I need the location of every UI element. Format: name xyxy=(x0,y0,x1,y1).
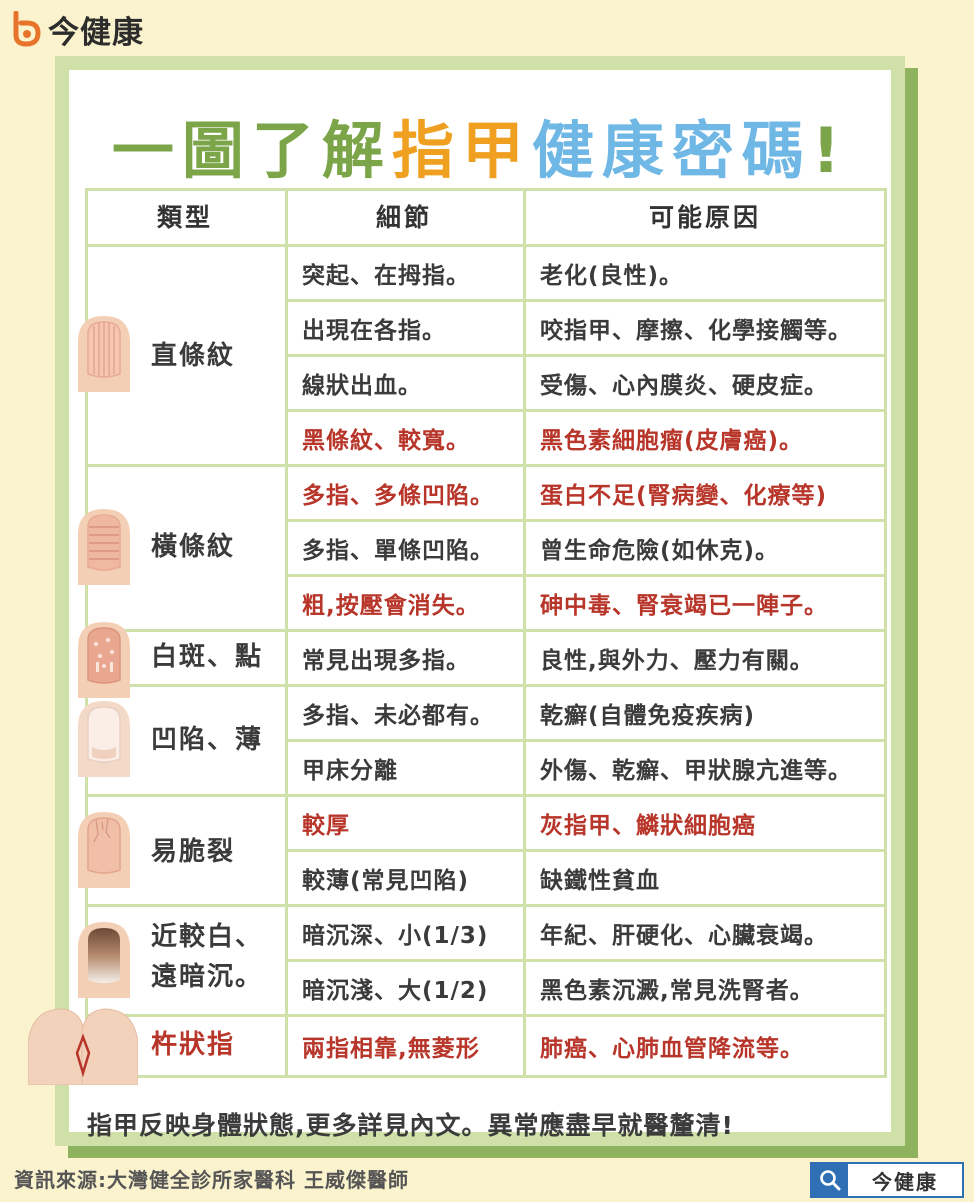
cause-cell: 缺鐵性貧血 xyxy=(540,868,660,894)
brand-b-icon xyxy=(10,10,44,47)
search-icon[interactable] xyxy=(812,1163,848,1197)
brittle-nail-icon xyxy=(78,812,130,888)
search-box[interactable]: 今健康 xyxy=(810,1162,964,1198)
cause-cell: 肺癌、心肺血管降流等。 xyxy=(540,1036,804,1062)
type-horizontal-ridges: 橫條紋 xyxy=(151,532,236,562)
title-part-2: 指甲 xyxy=(391,114,532,187)
type-pitted-thin: 凹陷、薄 xyxy=(151,725,264,755)
detail-cell: 常見出現多指。 xyxy=(302,648,470,674)
detail-cell: 較薄(常見凹陷) xyxy=(302,868,470,894)
page-title: 一圖了解指甲健康密碼! xyxy=(69,100,891,190)
detail-cell: 暗沉淺、大(1/2) xyxy=(302,978,489,1004)
brand-name: 今健康 xyxy=(48,14,144,51)
title-part-1: 一圖了解 xyxy=(111,114,392,187)
header-cause: 可能原因 xyxy=(648,203,761,232)
cause-cell: 受傷、心內膜炎、硬皮症。 xyxy=(540,373,828,399)
detail-cell: 多指、單條凹陷。 xyxy=(302,538,494,564)
infographic-card: 一圖了解指甲健康密碼! 類型 細節 可能原因 突起、在拇指。 老化(良性)。 xyxy=(55,56,905,1146)
detail-cell: 甲床分離 xyxy=(302,758,398,784)
cause-cell: 蛋白不足(腎病變、化療等) xyxy=(540,483,828,509)
vertical-ridges-nail-icon xyxy=(78,316,130,392)
detail-cell: 多指、未必都有。 xyxy=(302,703,494,729)
cause-cell: 灰指甲、鱗狀細胞癌 xyxy=(540,813,756,839)
type-brittle: 易脆裂 xyxy=(151,837,236,867)
cause-cell: 黑色素沉澱,常見洗腎者。 xyxy=(540,978,814,1004)
type-white-spots: 白斑、點 xyxy=(151,642,264,672)
pitted-thin-nail-icon xyxy=(78,701,130,777)
half-and-half-nail-icon xyxy=(78,922,130,998)
detail-cell: 出現在各指。 xyxy=(302,318,446,344)
footer-note: 指甲反映身體狀態,更多詳見內文。異常應盡早就醫釐清! xyxy=(87,1111,734,1140)
cause-cell: 咬指甲、摩擦、化學接觸等。 xyxy=(540,318,852,344)
detail-cell: 暗沉深、小(1/3) xyxy=(302,923,489,949)
title-part-3: 健康密碼 xyxy=(531,114,812,187)
type-clubbing: 杵狀指 xyxy=(151,1030,236,1060)
cause-cell: 砷中毒、腎衰竭已一陣子。 xyxy=(540,593,828,619)
cause-cell: 黑色素細胞瘤(皮膚癌)。 xyxy=(540,428,804,454)
type-half-and-half-1: 近較白、 xyxy=(151,922,264,952)
header-type: 類型 xyxy=(156,203,213,232)
type-vertical-ridges: 直條紋 xyxy=(151,341,236,371)
detail-cell: 突起、在拇指。 xyxy=(302,263,470,289)
nail-health-table: 類型 細節 可能原因 突起、在拇指。 老化(良性)。 出現在各指。 咬指甲、摩擦… xyxy=(85,188,887,1078)
detail-cell: 多指、多條凹陷。 xyxy=(302,483,494,509)
detail-cell: 黑條紋、較寬。 xyxy=(302,428,470,454)
detail-cell: 較厚 xyxy=(302,813,350,839)
detail-cell: 兩指相靠,無菱形 xyxy=(302,1036,480,1062)
white-spots-nail-icon xyxy=(78,622,130,698)
cause-cell: 乾癬(自體免疫疾病) xyxy=(540,703,756,729)
horizontal-ridges-nail-icon xyxy=(78,509,130,585)
brand-logo[interactable]: 今健康 xyxy=(10,8,144,51)
cause-cell: 年紀、肝硬化、心臟衰竭。 xyxy=(540,923,828,949)
detail-cell: 粗,按壓會消失。 xyxy=(302,593,480,619)
cause-cell: 良性,與外力、壓力有關。 xyxy=(540,648,814,674)
cause-cell: 老化(良性)。 xyxy=(540,263,684,289)
cause-cell: 曾生命危險(如休克)。 xyxy=(540,538,780,564)
type-half-and-half-2: 遠暗沉。 xyxy=(151,962,264,992)
clubbing-fingers-icon xyxy=(28,1008,138,1085)
source-credit: 資訊來源:大灣健全診所家醫科 王威傑醫師 xyxy=(14,1168,409,1192)
detail-cell: 線狀出血。 xyxy=(302,373,422,399)
header-detail: 細節 xyxy=(375,203,432,232)
title-part-4: ! xyxy=(811,114,849,187)
cause-cell: 外傷、乾癬、甲狀腺亢進等。 xyxy=(540,758,852,784)
search-label: 今健康 xyxy=(872,1169,938,1194)
